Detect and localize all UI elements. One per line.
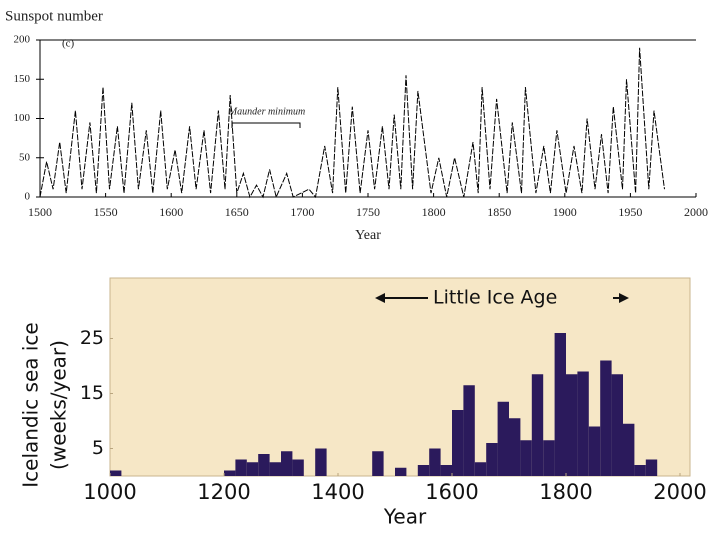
bar [543, 440, 555, 476]
bar [452, 410, 464, 476]
x-tick-label: 1500 [28, 205, 52, 219]
annotation-bracket [231, 122, 301, 128]
bar [600, 360, 612, 476]
bar [372, 451, 384, 476]
bar [566, 374, 578, 476]
bar [269, 462, 281, 476]
y-tick-label: 50 [19, 151, 31, 163]
bar [645, 459, 658, 476]
bar [224, 470, 236, 476]
sea-ice-chart: Little Ice Age Year Icelandic sea ice (w… [19, 277, 707, 529]
bar [588, 426, 601, 476]
y-tick-label: 15 [80, 382, 104, 404]
bar [110, 470, 122, 476]
x-axis-label: Year [383, 505, 427, 529]
x-tick-label: 1800 [422, 205, 446, 219]
sunspot-line [39, 47, 665, 199]
x-tick-label: 1550 [94, 205, 118, 219]
x-tick-label: 2000 [653, 480, 706, 504]
y-axis-label: Icelandic sea ice [19, 322, 43, 488]
y-tick-label: 200 [14, 34, 31, 46]
x-tick-label: 2000 [684, 205, 708, 219]
sunspot-chart: Sunspot number (c) Year Maunder minimum … [5, 8, 708, 243]
y-axis-label: (weeks/year) [47, 340, 71, 470]
y-tick-label: 100 [14, 112, 31, 124]
bar [520, 440, 532, 476]
x-tick-label: 1600 [159, 205, 183, 219]
x-tick-label: 1700 [290, 205, 314, 219]
bar [235, 459, 247, 476]
x-tick-label: 1800 [539, 480, 592, 504]
x-axis-label: Year [355, 228, 381, 243]
bar [429, 448, 441, 476]
x-tick-label: 1200 [197, 480, 250, 504]
y-tick-label: 0 [25, 191, 31, 203]
bar [623, 423, 635, 476]
bar [531, 374, 544, 476]
x-tick-label: 1750 [356, 205, 380, 219]
chart-title: Sunspot number [5, 8, 103, 24]
bar [611, 374, 623, 476]
annotation: Little Ice Age [433, 287, 557, 309]
annotation: Maunder minimum [228, 106, 305, 117]
bar [497, 401, 509, 476]
x-tick-label: 1400 [311, 480, 364, 504]
bar [486, 443, 498, 476]
x-tick-label: 1850 [487, 205, 511, 219]
bar [281, 451, 293, 476]
x-tick-label: 1900 [553, 205, 577, 219]
x-tick-label: 1650 [225, 205, 249, 219]
y-tick-label: 5 [92, 437, 104, 459]
bar [474, 462, 487, 476]
bar [395, 467, 407, 476]
bar [440, 465, 452, 476]
bar [554, 333, 566, 476]
bar [417, 465, 430, 476]
x-tick-label: 1600 [425, 480, 478, 504]
bar [509, 418, 521, 476]
panel-label: (c) [62, 38, 75, 50]
bar [463, 385, 475, 476]
x-tick-label: 1000 [83, 480, 136, 504]
x-tick-label: 1950 [618, 205, 642, 219]
bar [577, 371, 589, 476]
y-tick-label: 150 [14, 73, 31, 85]
y-tick-label: 25 [80, 327, 104, 349]
bar [292, 459, 304, 476]
bar [258, 454, 270, 476]
bar [634, 465, 646, 476]
bar [246, 462, 259, 476]
bar [315, 448, 327, 476]
